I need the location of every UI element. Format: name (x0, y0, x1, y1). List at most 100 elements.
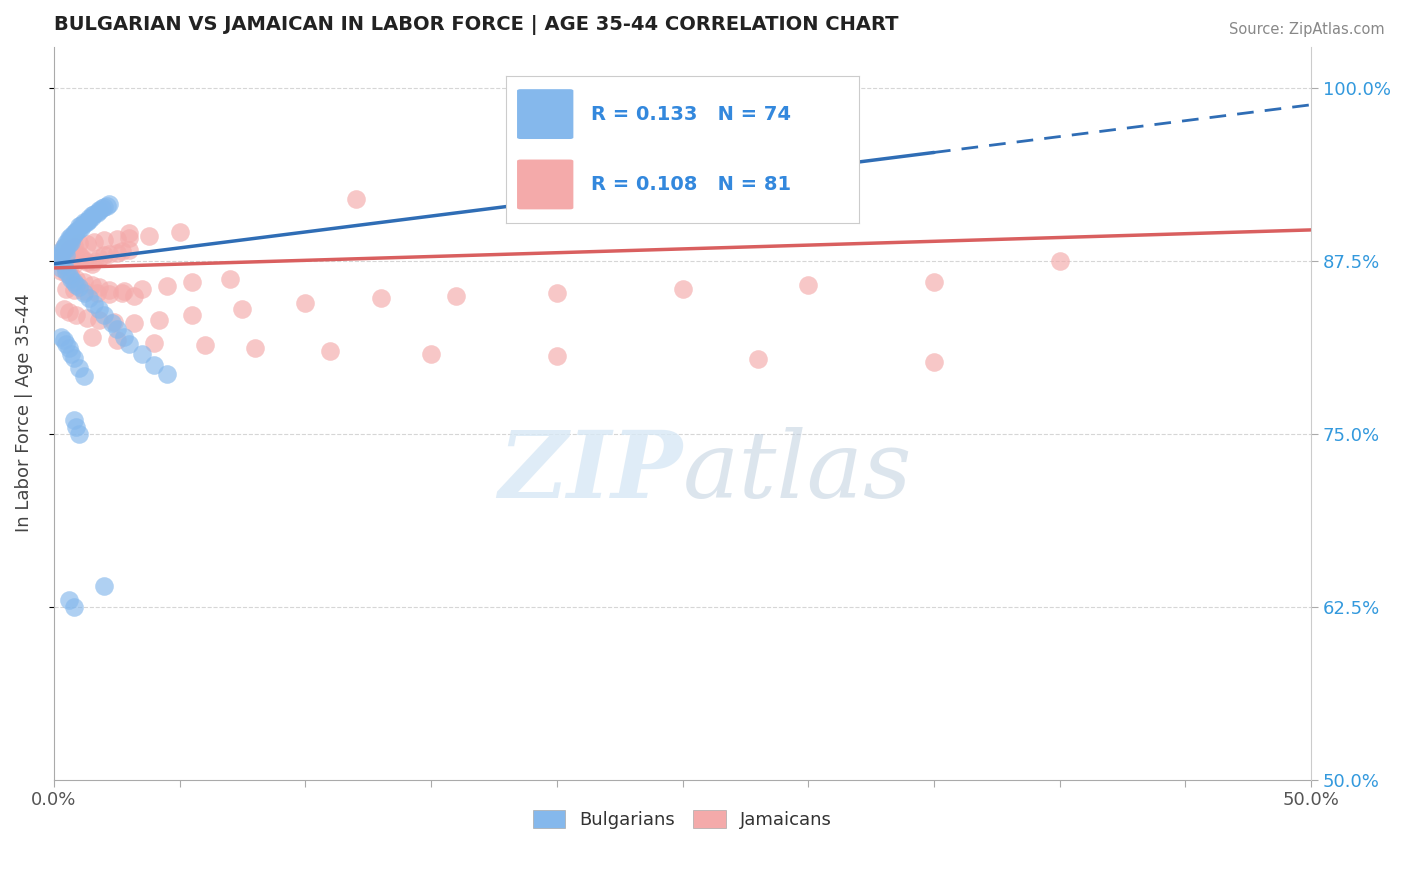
Point (67, 360, 90, 375)
Point (77, 291, 100, 305)
Point (67, 280, 90, 294)
Point (67, 219, 90, 234)
Point (58, 592, 80, 607)
Point (87, 252, 110, 266)
Point (80, 208, 103, 222)
Point (83, 235, 105, 249)
Point (58, 242, 80, 256)
Point (747, 352, 769, 367)
Point (76, 255, 98, 269)
Point (444, 288, 467, 302)
Point (58, 305, 80, 319)
Point (143, 335, 166, 350)
Point (63, 227, 86, 242)
Point (63, 599, 86, 614)
Point (118, 227, 141, 241)
Point (52, 240, 75, 254)
Point (118, 243, 141, 257)
Point (118, 337, 141, 351)
Point (58, 233, 80, 247)
Point (70, 250, 93, 264)
Point (105, 322, 128, 336)
Point (83, 297, 105, 311)
Point (111, 244, 134, 259)
Point (93, 248, 115, 262)
Point (922, 355, 945, 369)
Point (103, 315, 125, 329)
Point (65, 225, 87, 239)
Point (98, 247, 121, 261)
Point (98, 283, 121, 297)
Point (294, 295, 316, 310)
Point (73, 285, 96, 299)
Legend: Bulgarians, Jamaicans: Bulgarians, Jamaicans (526, 803, 839, 837)
Point (55, 235, 77, 250)
Point (93, 308, 115, 322)
Point (63, 275, 86, 289)
Point (156, 279, 179, 293)
Point (58, 268, 80, 282)
Point (58, 230, 80, 244)
Point (80, 277, 103, 292)
Point (86, 205, 108, 219)
Point (80, 257, 103, 271)
Point (55, 282, 77, 296)
Point (87, 302, 110, 317)
Point (55, 248, 77, 262)
Point (181, 275, 204, 289)
Point (98, 197, 121, 211)
Point (231, 302, 253, 317)
Point (60, 254, 83, 268)
Point (76, 237, 98, 252)
Point (131, 282, 153, 296)
Point (93, 200, 115, 214)
Point (124, 316, 146, 330)
Point (67, 235, 90, 250)
Point (83, 207, 105, 221)
Point (51, 263, 73, 277)
Point (60, 346, 83, 360)
Point (52, 302, 75, 317)
Point (80, 330, 103, 344)
Point (243, 341, 266, 355)
Point (73, 275, 96, 289)
Point (143, 358, 166, 372)
Point (67, 222, 90, 236)
Point (65, 277, 87, 292)
Point (112, 330, 135, 344)
Point (90, 202, 112, 216)
Point (52, 258, 75, 272)
Point (60, 229, 83, 244)
Point (83, 254, 105, 268)
Point (63, 239, 86, 253)
Point (70, 220, 93, 235)
Text: atlas: atlas (682, 426, 912, 516)
Point (51, 330, 73, 344)
Point (370, 291, 392, 305)
Point (169, 225, 191, 239)
Point (55, 267, 77, 281)
Point (60, 232, 83, 246)
Point (77, 212, 100, 227)
Point (51, 244, 73, 259)
Point (156, 368, 179, 382)
Point (65, 308, 87, 322)
Point (148, 313, 170, 327)
Point (86, 285, 108, 300)
Point (77, 211, 100, 226)
Point (100, 316, 122, 330)
Point (87, 204, 110, 219)
Point (105, 245, 128, 260)
Point (87, 313, 110, 327)
Point (63, 283, 86, 297)
Point (797, 277, 820, 292)
Point (63, 257, 86, 271)
Point (80, 210, 103, 224)
Point (546, 285, 568, 300)
Point (55, 263, 77, 277)
Text: Source: ZipAtlas.com: Source: ZipAtlas.com (1229, 22, 1385, 37)
Point (63, 351, 86, 365)
Point (124, 288, 146, 302)
Point (76, 215, 98, 229)
Point (67, 426, 90, 441)
